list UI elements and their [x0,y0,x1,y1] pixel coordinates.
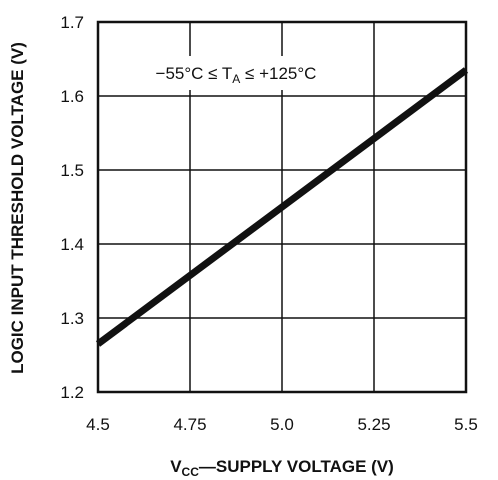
y-tick-label: 1.4 [60,235,84,254]
y-tick-label: 1.6 [60,87,84,106]
y-tick-label: 1.2 [60,383,84,402]
series-layer [95,67,469,347]
x-tick-label: 4.5 [86,415,110,434]
x-tick-label: 5.0 [270,415,294,434]
y-axis-title: LOGIC INPUT THRESHOLD VOLTAGE (V) [8,42,27,374]
x-axis-title: VCC—SUPPLY VOLTAGE (V) [170,457,394,479]
y-tick-label: 1.3 [60,309,84,328]
x-tick-labels: 4.5 4.75 5.0 5.25 5.5 [86,415,478,434]
annotation-background [118,56,356,90]
threshold-voltage-line [95,67,469,347]
y-tick-label: 1.5 [60,161,84,180]
temperature-range-annotation: −55°C ≤ TA ≤ +125°C [156,64,317,86]
y-tick-labels: 1.2 1.3 1.4 1.5 1.6 1.7 [60,13,84,402]
x-tick-label: 4.75 [173,415,206,434]
y-tick-label: 1.7 [60,13,84,32]
x-tick-label: 5.5 [454,415,478,434]
plot-frame [96,20,468,394]
x-tick-label: 5.25 [357,415,390,434]
